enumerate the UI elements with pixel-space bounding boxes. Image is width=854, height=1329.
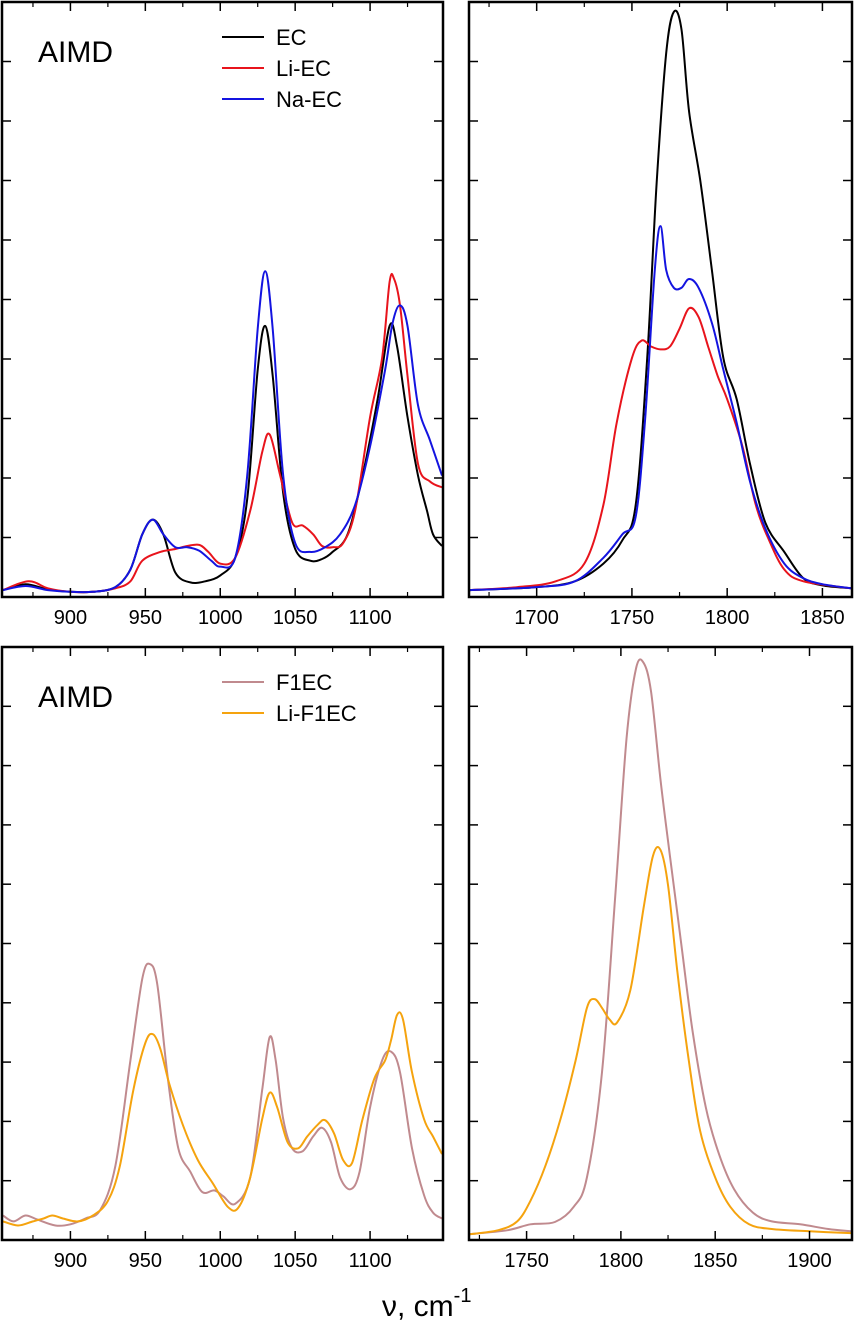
series-line-li-ec [2,273,443,594]
x-tick-label: 1000 [198,607,243,629]
panel-top-right: 1700 1750 1800 1850 [467,0,854,629]
legend-label: Li-EC [276,56,331,81]
legend-label: Li-F1EC [276,701,357,726]
x-tick-label: 1900 [787,1250,832,1272]
series-line-li-f1ec [469,846,852,1236]
x-axis-title-text: ν, cm [382,1290,454,1323]
panel-top-left: 900 950 1000 1050 1100 AIMD EC Li-EC Na-EC [0,0,445,629]
legend-label: Na-EC [276,87,342,112]
x-tick-label: 1100 [349,607,392,629]
legend-label: EC [276,25,307,50]
panel-bottom-right: 1750 1800 1850 1900 [467,645,854,1272]
x-tick-label: 1050 [273,607,318,629]
x-tick-label: 1000 [198,1250,243,1272]
x-tick-label: 1700 [514,607,559,629]
plot-frame [0,645,445,1242]
legend-label: F1EC [276,670,332,695]
legend: F1EC Li-F1EC [222,670,357,726]
x-tick-label: 950 [129,607,162,629]
panel-label: AIMD [38,681,113,714]
x-tick-label: 1850 [800,607,845,629]
series-group [469,658,852,1236]
x-axis-title-superscript: -1 [454,1285,472,1307]
panel-bottom-left: 900 950 1000 1050 1100 AIMD F1EC Li-F1EC [0,645,445,1272]
series-line-ec [469,9,852,592]
x-tick-label: 1750 [504,1250,549,1272]
series-line-f1ec [2,962,443,1227]
x-axis-title: ν, cm-1 [382,1285,471,1323]
plot-frame [467,645,854,1242]
x-tick-label: 1100 [349,1250,392,1272]
x-tick-label: 900 [54,607,87,629]
x-tick-label: 1050 [273,1250,318,1272]
x-tick-label: 1850 [693,1250,738,1272]
series-group [469,9,852,592]
series-line-na-ec [2,270,443,594]
x-tick-label: 1800 [599,1250,644,1272]
x-tick-label: 900 [54,1250,87,1272]
series-line-na-ec [469,225,852,592]
series-line-f1ec [469,658,852,1236]
panel-label: AIMD [38,36,113,69]
series-group [2,962,443,1227]
plot-frame [467,0,854,599]
series-line-li-f1ec [2,1011,443,1227]
x-tick-label: 1800 [705,607,750,629]
plot-frame [0,0,445,599]
x-tick-label: 1750 [610,607,655,629]
series-line-ec [2,322,443,594]
series-group [2,270,443,594]
x-tick-label: 950 [129,1250,162,1272]
legend: EC Li-EC Na-EC [222,25,342,112]
series-line-li-ec [469,306,852,592]
